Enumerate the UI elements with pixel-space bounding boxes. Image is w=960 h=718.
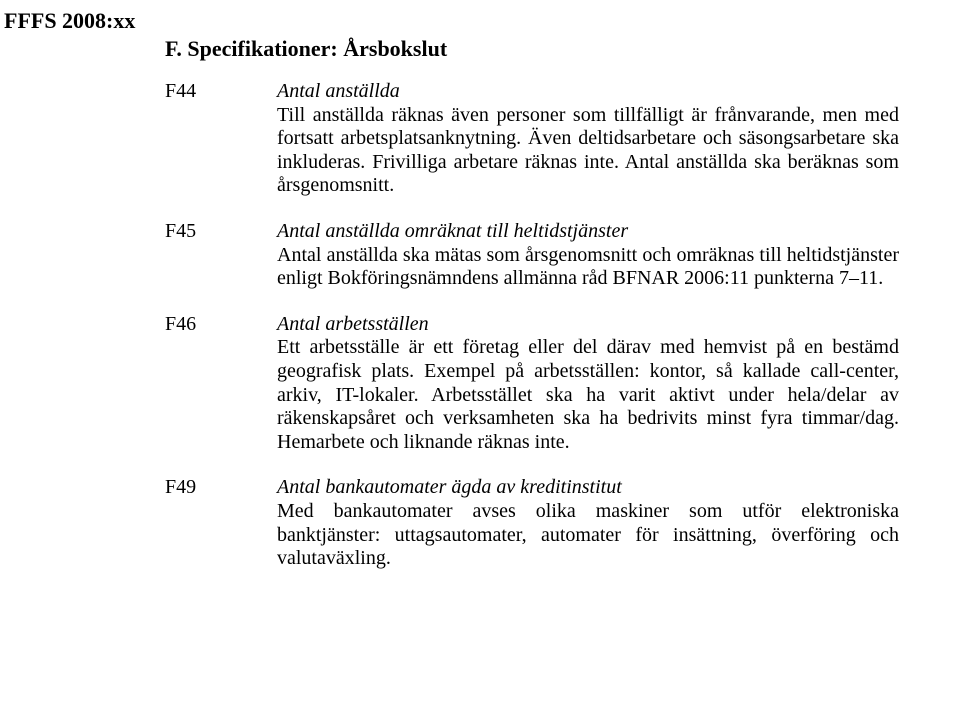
entry-label: F44 — [165, 80, 277, 198]
entry-text: Med bankautomater avses olika maskiner s… — [277, 500, 899, 569]
entry-body: Antal anställda Till anställda räknas äv… — [277, 80, 899, 198]
entry-body: Antal arbetsställen Ett arbetsställe är … — [277, 313, 899, 455]
entry-body: Antal bankautomater ägda av kreditinstit… — [277, 476, 899, 570]
entry: F45 Antal anställda omräknat till heltid… — [165, 220, 925, 291]
entry: F44 Antal anställda Till anställda räkna… — [165, 80, 925, 198]
entry-text: Ett arbetsställe är ett företag eller de… — [277, 336, 899, 452]
entry: F46 Antal arbetsställen Ett arbetsställe… — [165, 313, 925, 455]
entry-text: Antal anställda ska mätas som årsgenomsn… — [277, 244, 899, 290]
entry-label: F45 — [165, 220, 277, 291]
page: FFFS 2008:xx F. Specifikationer: Årsboks… — [0, 0, 960, 718]
entry: F49 Antal bankautomater ägda av kreditin… — [165, 476, 925, 570]
entries-container: F44 Antal anställda Till anställda räkna… — [165, 80, 925, 593]
document-header: FFFS 2008:xx — [4, 8, 135, 34]
entry-title: Antal anställda omräknat till heltidstjä… — [277, 220, 628, 242]
entry-label: F49 — [165, 476, 277, 570]
entry-label: F46 — [165, 313, 277, 455]
entry-title: Antal anställda — [277, 80, 400, 102]
entry-body: Antal anställda omräknat till heltidstjä… — [277, 220, 899, 291]
section-title: F. Specifikationer: Årsbokslut — [165, 36, 447, 62]
entry-text: Till anställda räknas även personer som … — [277, 104, 899, 197]
entry-title: Antal arbetsställen — [277, 313, 429, 335]
entry-title: Antal bankautomater ägda av kreditinstit… — [277, 476, 622, 498]
